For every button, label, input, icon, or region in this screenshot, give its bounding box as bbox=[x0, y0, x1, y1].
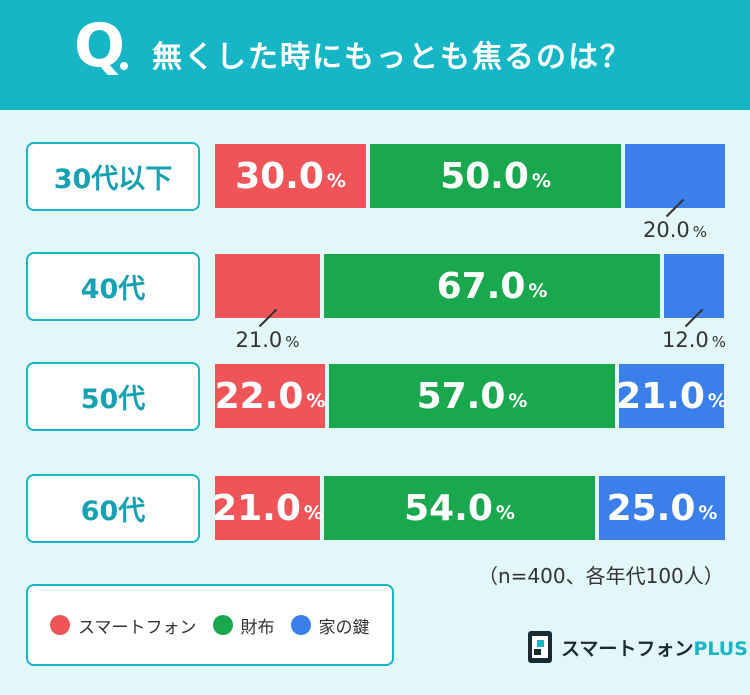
data-label-outside: 12.0% bbox=[662, 328, 726, 352]
bar-segment-smartphone bbox=[215, 254, 320, 318]
data-label-value: 21.0 bbox=[235, 328, 283, 352]
data-label-unit: % bbox=[698, 502, 718, 524]
data-label-value: 12.0 bbox=[661, 328, 709, 352]
data-label-unit: % bbox=[692, 223, 708, 241]
legend-item-smartphone: スマートフォン bbox=[50, 613, 197, 638]
row-label: 30代以下 bbox=[26, 142, 200, 211]
legend-label-wallet: 財布 bbox=[240, 617, 275, 638]
data-label-unit: % bbox=[531, 170, 551, 192]
bar-segment-house-key: 21.0% bbox=[616, 364, 727, 428]
data-label-value: 21.0 bbox=[616, 375, 705, 417]
legend-label-smartphone: スマートフォン bbox=[78, 617, 197, 638]
data-label-unit: % bbox=[306, 390, 326, 412]
data-label-unit: % bbox=[303, 502, 323, 524]
data-label-value: 20.0 bbox=[642, 218, 690, 242]
bar-segment-wallet: 67.0% bbox=[324, 254, 660, 318]
data-label-value: 21.0 bbox=[212, 487, 301, 529]
title-banner: Q 無くした時にもっとも焦るのは？ bbox=[0, 0, 750, 110]
data-label-value: 67.0 bbox=[436, 265, 526, 307]
data-label-unit: % bbox=[707, 390, 727, 412]
data-label-value: 25.0 bbox=[606, 487, 696, 529]
data-label-value: 30.0 bbox=[235, 155, 324, 197]
data-label-outside: 20.0% bbox=[643, 218, 707, 242]
data-label-value: 57.0 bbox=[416, 375, 506, 417]
bar-segment-smartphone: 30.0% bbox=[215, 144, 366, 208]
bar-segment-wallet: 54.0% bbox=[324, 476, 595, 540]
bar-segment-house-key bbox=[664, 254, 724, 318]
data-label-value: 50.0 bbox=[440, 155, 529, 197]
data-label-value: 54.0 bbox=[404, 487, 493, 529]
brand-logo-text: スマートフォンPLUS bbox=[561, 634, 748, 661]
bar-segment-house-key bbox=[625, 144, 725, 208]
question-prefix: Q bbox=[74, 11, 126, 81]
legend-label-house-key: 家の鍵 bbox=[318, 617, 370, 638]
bar-segment-smartphone: 21.0% bbox=[212, 476, 323, 540]
legend-swatch-house-key bbox=[290, 615, 311, 635]
data-label-unit: % bbox=[528, 280, 548, 302]
legend-swatch-smartphone bbox=[50, 615, 70, 635]
brand-logo-main: スマートフォン bbox=[561, 637, 694, 660]
question-title: 無くした時にもっとも焦るのは？ bbox=[152, 40, 632, 75]
data-label-unit: % bbox=[495, 502, 515, 524]
sample-note: （n=400、各年代100人） bbox=[478, 564, 724, 588]
data-label-unit: % bbox=[326, 170, 346, 192]
row-label: 60代 bbox=[26, 474, 200, 543]
question-prefix-dot bbox=[120, 62, 128, 70]
legend-item-house-key: 家の鍵 bbox=[290, 613, 370, 638]
legend-item-wallet: 財布 bbox=[212, 613, 275, 638]
bar-segment-smartphone: 22.0% bbox=[215, 364, 325, 428]
brand-logo: スマートフォンPLUS bbox=[527, 630, 748, 664]
legend: スマートフォン 財布 家の鍵 bbox=[26, 584, 394, 666]
row-label: 50代 bbox=[26, 362, 200, 431]
data-label-outside: 21.0% bbox=[235, 328, 299, 352]
brand-logo-plus: PLUS bbox=[693, 637, 748, 660]
data-label-unit: % bbox=[711, 333, 727, 351]
legend-swatch-wallet bbox=[212, 615, 233, 635]
data-label-unit: % bbox=[285, 333, 300, 351]
bar-segment-wallet: 50.0% bbox=[370, 144, 621, 208]
data-label-value: 22.0 bbox=[214, 375, 304, 417]
brand-logo-icon bbox=[528, 631, 552, 663]
bar-segment-wallet: 57.0% bbox=[329, 364, 615, 428]
bar-segment-house-key: 25.0% bbox=[599, 476, 725, 540]
data-label-unit: % bbox=[508, 390, 528, 412]
row-label: 40代 bbox=[26, 252, 200, 321]
